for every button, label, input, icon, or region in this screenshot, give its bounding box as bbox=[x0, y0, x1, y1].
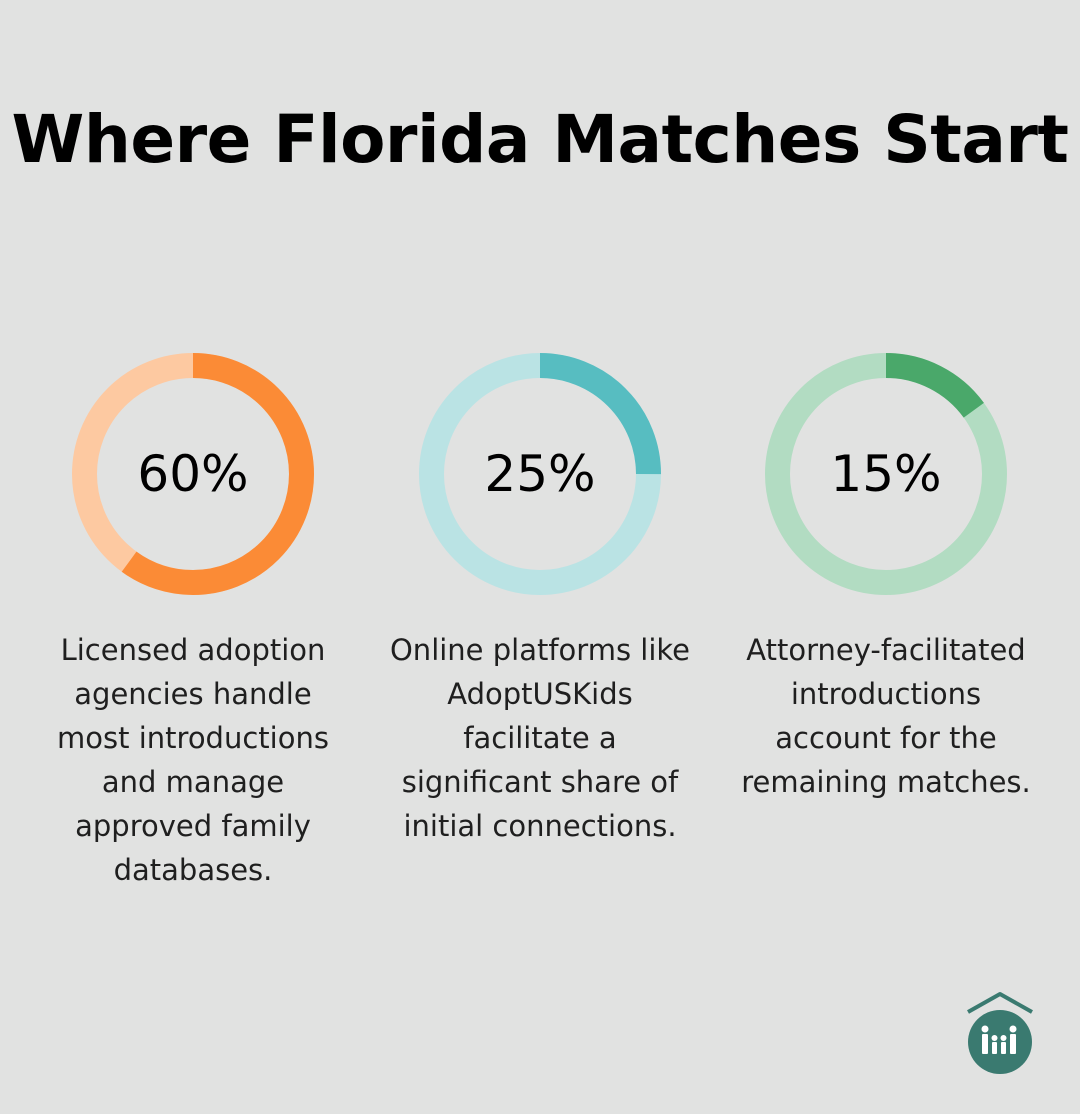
logo-shapes bbox=[967, 992, 1033, 1074]
stat-item: 15% Attorney-facilitated introductions a… bbox=[726, 352, 1046, 804]
logo-roof bbox=[967, 992, 1033, 1014]
stat-description: Online platforms like AdoptUSKids facili… bbox=[389, 633, 691, 843]
logo-figure bbox=[992, 1042, 997, 1054]
percent-label: 25% bbox=[484, 445, 596, 503]
percent-label: 15% bbox=[830, 445, 942, 503]
donut-chart: 15% bbox=[764, 352, 1008, 596]
donut-value-arc bbox=[72, 353, 314, 595]
logo-figure bbox=[1010, 1034, 1016, 1054]
stat-description: Attorney-facilitated introductions accou… bbox=[741, 633, 1031, 799]
donut-svg bbox=[419, 353, 661, 595]
donut-value-arc bbox=[765, 353, 1007, 595]
logo-figure-head bbox=[1009, 1025, 1017, 1033]
stat-item: 25% Online platforms like AdoptUSKids fa… bbox=[380, 352, 700, 848]
logo-figure-head bbox=[1000, 1035, 1007, 1041]
donut-chart: 25% bbox=[418, 352, 662, 596]
stat-description: Licensed adoption agencies handle most i… bbox=[57, 633, 329, 887]
logo-disc bbox=[968, 1010, 1032, 1074]
page-title: Where Florida Matches Start bbox=[11, 101, 1069, 178]
donut-chart: 60% bbox=[71, 352, 315, 596]
logo-figure-head bbox=[991, 1035, 998, 1041]
logo-figure-head bbox=[981, 1025, 989, 1033]
percent-label: 60% bbox=[137, 445, 249, 503]
logo-figure bbox=[1001, 1042, 1006, 1054]
logo-figure bbox=[982, 1034, 988, 1054]
donut-svg bbox=[765, 353, 1007, 595]
stat-item: 60% Licensed adoption agencies handle mo… bbox=[33, 352, 353, 892]
house-family-icon bbox=[967, 992, 1033, 1074]
donut-svg bbox=[72, 353, 314, 595]
donut-value-arc bbox=[419, 353, 661, 595]
